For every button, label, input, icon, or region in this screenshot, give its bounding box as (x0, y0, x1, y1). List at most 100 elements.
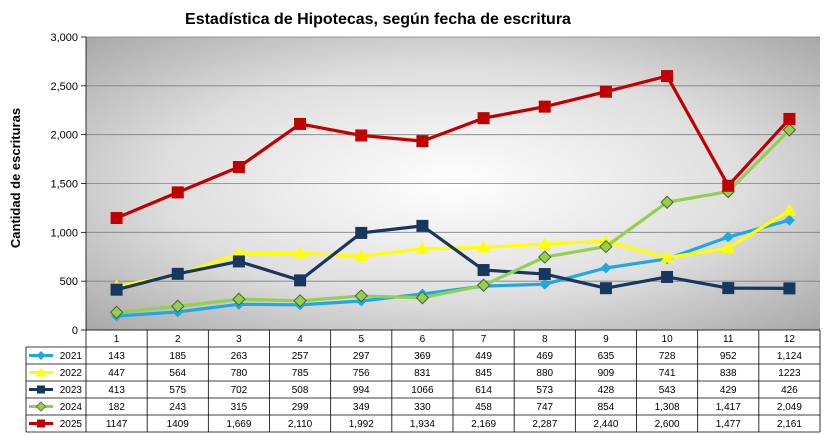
legend-marker-2022 (36, 367, 46, 377)
data-label: 741 (659, 368, 676, 379)
data-point-2023-10 (661, 270, 674, 283)
data-point-2021-9 (600, 262, 612, 274)
legend-label-2022: 2022 (60, 368, 83, 379)
data-point-2024-2 (171, 299, 185, 313)
data-point-2023-8 (538, 268, 551, 281)
data-point-2025-6 (416, 135, 429, 148)
legend-marker-2024 (35, 401, 47, 412)
data-label: 838 (720, 368, 737, 379)
data-label: 845 (475, 368, 492, 379)
y-tick-label: 2,500 (50, 81, 78, 93)
chart-title: Estadística de Hipotecas, según fecha de… (185, 11, 571, 28)
data-label: 1,308 (655, 402, 680, 413)
data-point-2024-7 (476, 278, 491, 292)
data-point-2025-5 (355, 129, 368, 142)
data-point-2025-1 (110, 211, 123, 224)
data-point-2024-3 (232, 292, 246, 306)
data-point-2025-2 (171, 186, 184, 199)
x-tick-label: 6 (420, 334, 426, 345)
data-label: 2,600 (655, 419, 680, 430)
data-label: 2,440 (593, 419, 618, 430)
data-label: 297 (353, 351, 370, 362)
data-point-2021-11 (722, 231, 734, 243)
data-label: 330 (414, 402, 431, 413)
data-point-2023-5 (355, 226, 368, 239)
data-point-2023-2 (171, 267, 184, 280)
x-tick-label: 10 (662, 334, 674, 345)
data-label: 831 (414, 368, 431, 379)
data-point-2024-6 (415, 291, 430, 305)
data-point-2022-5 (354, 249, 368, 262)
data-label: 1,669 (226, 419, 251, 430)
data-label: 458 (475, 402, 492, 413)
x-tick-label: 5 (358, 334, 364, 345)
data-label: 854 (598, 402, 615, 413)
data-point-2025-9 (599, 85, 612, 98)
data-point-2022-4 (293, 246, 307, 259)
data-point-2023-6 (416, 219, 429, 232)
series-line-2025 (115, 74, 791, 220)
data-label: 447 (108, 368, 125, 379)
legend-marker-2025 (37, 419, 45, 428)
data-label: 564 (169, 368, 186, 379)
data-label: 1409 (167, 419, 190, 430)
data-point-2021-8 (539, 278, 551, 290)
data-label: 756 (353, 368, 370, 379)
data-point-2023-12 (783, 282, 796, 295)
data-label: 1,417 (716, 402, 741, 413)
data-point-2024-12 (782, 123, 797, 137)
data-point-2023-4 (294, 274, 307, 287)
data-label: 702 (231, 385, 248, 396)
legend-label-2021: 2021 (60, 351, 83, 362)
data-point-2025-8 (538, 100, 551, 113)
data-point-2022-11 (721, 241, 735, 254)
data-label: 315 (231, 402, 248, 413)
legend-marker-2021 (36, 351, 46, 360)
data-label: 449 (475, 351, 492, 362)
legend-label-2025: 2025 (60, 419, 83, 430)
x-tick-label: 8 (542, 334, 548, 345)
data-label: 635 (598, 351, 615, 362)
data-label: 909 (598, 368, 615, 379)
data-label: 508 (292, 385, 309, 396)
x-tick-label: 9 (603, 334, 609, 345)
data-label: 349 (353, 402, 370, 413)
data-label: 263 (231, 351, 248, 362)
data-label: 143 (108, 351, 125, 362)
data-label: 1223 (778, 368, 801, 379)
series-line-2023 (116, 224, 790, 292)
legend-marker-2023 (37, 385, 45, 394)
series-line-2024 (116, 128, 791, 314)
data-point-2021-12 (783, 214, 795, 226)
data-label: 1066 (411, 385, 434, 396)
data-point-2024-1 (109, 305, 124, 319)
data-point-2022-6 (415, 241, 429, 254)
legend-label-2024: 2024 (60, 402, 83, 413)
y-axis-label: Cantidad de escrituras (8, 108, 23, 248)
data-point-2025-7 (477, 112, 490, 125)
data-point-2024-5 (354, 289, 368, 303)
data-label: 1,124 (777, 351, 802, 362)
data-label: 728 (659, 351, 676, 362)
data-label: 2,161 (777, 419, 802, 430)
data-point-2024-10 (660, 195, 674, 209)
x-tick-label: 1 (114, 334, 120, 345)
x-tick-label: 12 (784, 334, 796, 345)
data-label: 1147 (106, 419, 128, 430)
data-label: 469 (536, 351, 553, 362)
data-point-2025-4 (294, 117, 307, 130)
legend-label-2023: 2023 (60, 385, 83, 396)
data-label: 2,169 (471, 419, 496, 430)
data-label: 185 (169, 351, 186, 362)
y-tick-label: 2,000 (50, 130, 78, 142)
data-label: 1,477 (716, 419, 741, 430)
data-label: 614 (475, 385, 492, 396)
data-label: 428 (598, 385, 615, 396)
data-label: 747 (536, 402, 553, 413)
data-label: 429 (720, 385, 737, 396)
data-label: 413 (108, 385, 125, 396)
data-point-2023-1 (110, 283, 123, 296)
data-label: 2,049 (777, 402, 802, 413)
data-label: 182 (108, 402, 125, 413)
